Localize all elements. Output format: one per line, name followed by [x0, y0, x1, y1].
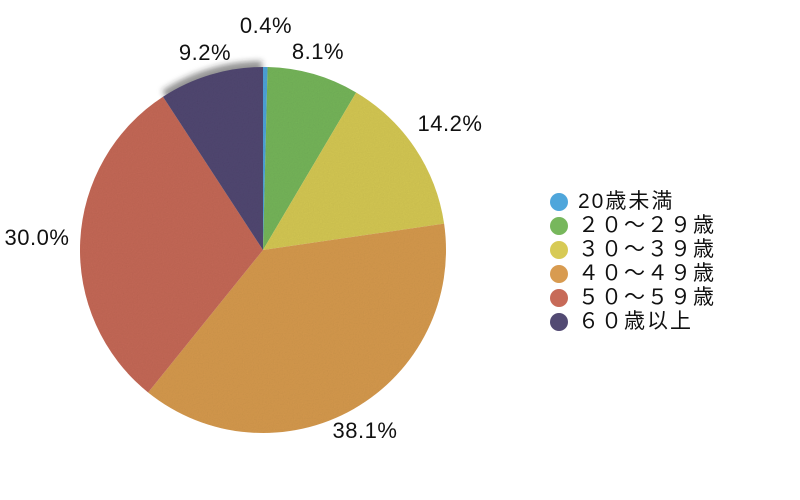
legend-swatch-icon [550, 313, 568, 331]
pie-slice-5 [163, 67, 263, 250]
legend-swatch-icon [550, 217, 568, 235]
data-label-30s: 14.2% [417, 111, 483, 136]
legend: 20歳未満 ２０〜２９歳 ３０〜３９歳 ４０〜４９歳 ５０〜５９歳 ６０歳以上 [550, 190, 716, 334]
legend-label: ４０〜４９歳 [578, 262, 716, 285]
legend-label: ５０〜５９歳 [578, 286, 716, 309]
pie-wedges [79, 67, 446, 434]
legend-item-30s: ３０〜３９歳 [550, 238, 716, 262]
data-label-50s: 30.0% [4, 225, 70, 250]
pie-slice-2 [263, 92, 445, 250]
legend-swatch-icon [550, 193, 568, 211]
legend-label: ２０〜２９歳 [578, 214, 716, 237]
pie-slice-1 [263, 67, 357, 250]
pie-slice-3 [148, 223, 446, 434]
pie-slice-4 [79, 96, 263, 393]
legend-label: ６０歳以上 [578, 310, 693, 333]
legend-swatch-icon [550, 289, 568, 307]
data-label-40s: 38.1% [332, 418, 398, 443]
legend-item-under20: 20歳未満 [550, 190, 716, 214]
data-label-under20: 0.4% [239, 13, 293, 38]
legend-label: 20歳未満 [578, 190, 675, 213]
legend-item-50s: ５０〜５９歳 [550, 286, 716, 310]
pie-slice-0 [263, 67, 268, 250]
data-label-over60: 9.2% [178, 40, 232, 65]
legend-swatch-icon [550, 265, 568, 283]
legend-swatch-icon [550, 241, 568, 259]
legend-item-20s: ２０〜２９歳 [550, 214, 716, 238]
data-label-20s: 8.1% [291, 39, 345, 64]
legend-label: ３０〜３９歳 [578, 238, 716, 261]
legend-item-over60: ６０歳以上 [550, 310, 716, 334]
legend-item-40s: ４０〜４９歳 [550, 262, 716, 286]
